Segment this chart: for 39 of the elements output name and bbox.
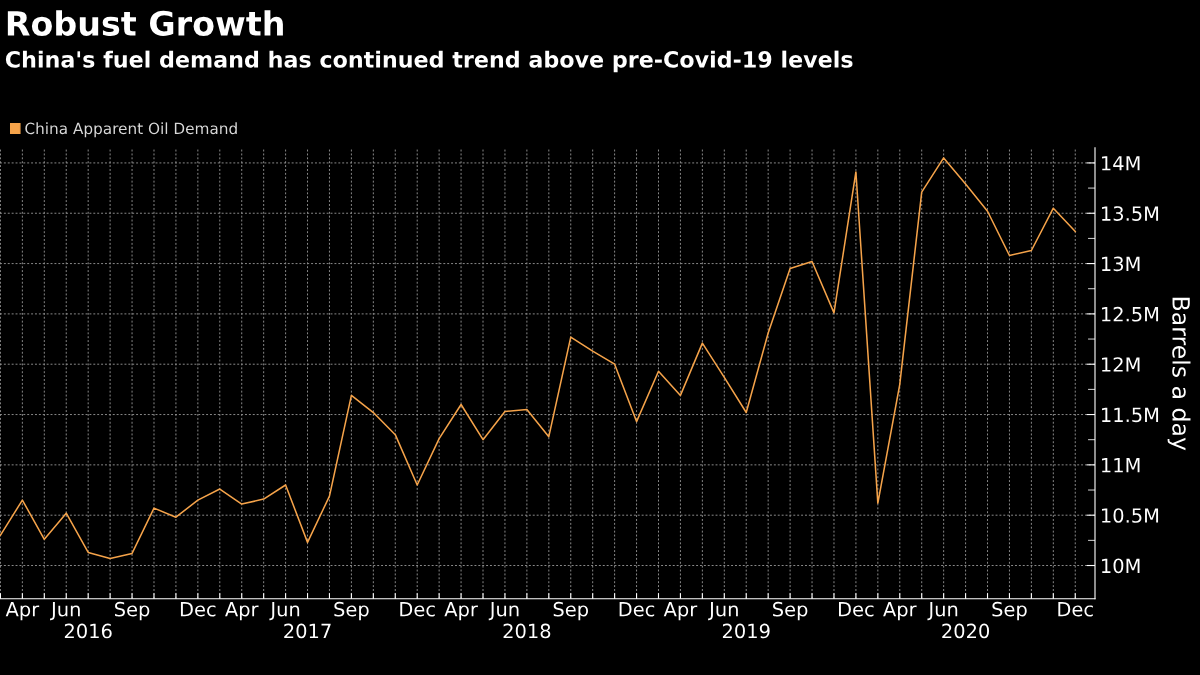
- x-tick-label: Dec: [1058, 602, 1093, 617]
- x-tick-label: Sep: [334, 601, 369, 621]
- x-tick-label: Jun: [50, 602, 80, 621]
- x-tick-label: 2018: [503, 623, 551, 639]
- chart-subtitle: China's fuel demand has continued trend above pre-Covid-19 levels: [5, 50, 853, 73]
- x-tick-label: 2020: [942, 623, 990, 639]
- x-tick-label: Apr: [5, 602, 40, 621]
- x-tick-label: 2019: [722, 623, 770, 639]
- x-tick-label: Apr: [444, 602, 478, 621]
- y-tick-label: 10M: [1102, 558, 1140, 574]
- y-tick-label: 12.5M: [1102, 306, 1159, 322]
- x-tick-label: Sep: [115, 601, 150, 621]
- x-tick-label: Jun: [927, 602, 958, 621]
- x-tick-label: Dec: [839, 602, 874, 617]
- y-tick-label: 10.5M: [1102, 508, 1159, 523]
- y-axis-title: Barrels a day: [1167, 297, 1191, 451]
- x-tick-label: Sep: [553, 601, 589, 621]
- y-tick-label: 14M: [1102, 156, 1140, 171]
- x-tick-label: Apr: [225, 602, 259, 621]
- x-tick-label: Dec: [180, 602, 216, 617]
- x-tick-label: Jun: [488, 602, 519, 621]
- x-tick-label: 2017: [284, 623, 331, 639]
- y-tick-label: 12M: [1102, 357, 1140, 372]
- x-tick-label: Dec: [619, 602, 655, 617]
- x-tick-label: Jun: [269, 602, 300, 621]
- y-tick-label: 11M: [1102, 458, 1140, 473]
- line-series: [0, 157, 1077, 560]
- chart-title: Robust Growth: [7, 10, 283, 36]
- x-tick-label: Sep: [992, 601, 1027, 621]
- y-tick-label: 13.5M: [1102, 206, 1159, 221]
- x-tick-label: Dec: [400, 602, 435, 617]
- x-tick-label: Apr: [883, 602, 917, 621]
- x-tick-label: Sep: [773, 601, 808, 621]
- y-tick-label: 11.5M: [1102, 407, 1159, 423]
- x-tick-label: Jun: [708, 602, 738, 621]
- x-tick-label: Apr: [663, 602, 698, 621]
- y-tick-label: 13M: [1102, 256, 1140, 272]
- legend-label: China Apparent Oil Demand: [25, 122, 237, 138]
- x-tick-label: 2016: [64, 623, 112, 639]
